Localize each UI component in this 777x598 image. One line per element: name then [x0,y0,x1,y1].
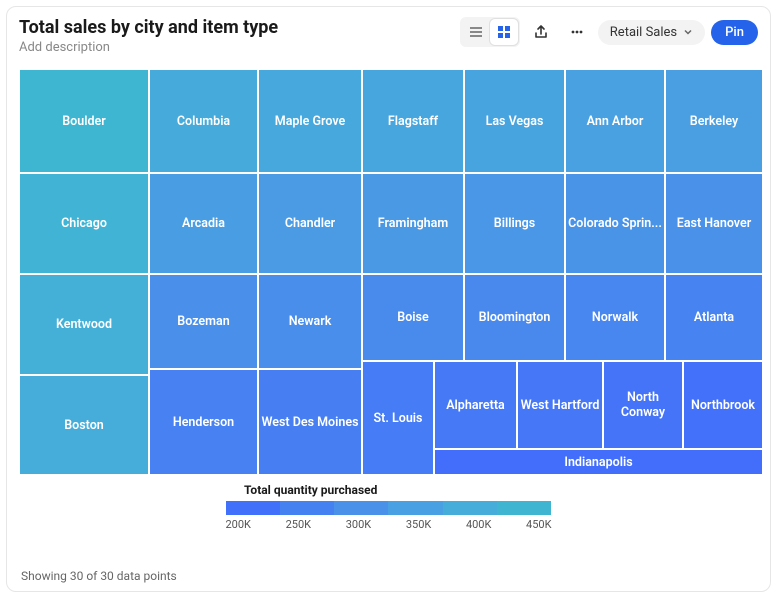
dropdown-label: Retail Sales [610,25,677,40]
treemap-cell[interactable]: Boston [19,375,149,475]
share-icon [533,24,549,40]
treemap-cell[interactable]: West Des Moines [258,369,362,475]
treemap-cell[interactable]: Framingham [362,173,464,274]
more-button[interactable] [562,17,592,47]
legend-segment [226,501,280,515]
chart-view-button[interactable] [490,19,518,45]
treemap-cell[interactable]: Norwalk [565,274,665,361]
legend-segment [388,501,442,515]
treemap-cell[interactable]: Alpharetta [434,361,517,449]
legend-ticks: 200K 250K 300K 350K 400K 450K [226,518,552,531]
more-icon [569,24,585,40]
treemap-cell[interactable]: Atlanta [665,274,763,361]
treemap-cell[interactable]: Maple Grove [258,69,362,173]
treemap-cell[interactable]: Kentwood [19,274,149,375]
legend-gradient [226,501,552,515]
legend-tick: 450K [526,518,551,531]
treemap-cell[interactable]: Newark [258,274,362,369]
legend-segment [334,501,388,515]
treemap-cell[interactable]: North Conway [603,361,683,449]
source-dropdown[interactable]: Retail Sales [598,20,705,45]
chevron-down-icon [683,27,693,37]
treemap-cell[interactable]: Billings [464,173,565,274]
treemap-chart: BoulderChicagoKentwoodBoston ColumbiaMapl… [19,69,763,475]
legend-segment [497,501,551,515]
treemap-cell[interactable]: Colorado Sprin... [565,173,665,274]
visualization-card: Total sales by city and item type Add de… [6,6,771,592]
table-icon [468,24,484,40]
legend-tick: 400K [466,518,491,531]
page-title: Total sales by city and item type [19,17,278,38]
legend-tick: 300K [346,518,371,531]
treemap-cell[interactable]: Berkeley [665,69,763,173]
description-input[interactable]: Add description [19,40,278,55]
treemap-cell[interactable]: East Hanover [665,173,763,274]
treemap-cell[interactable]: Bloomington [464,274,565,361]
treemap-cell[interactable]: Chandler [258,173,362,274]
legend-segment [280,501,334,515]
legend-title: Total quantity purchased [244,483,377,497]
treemap-cell[interactable]: Bozeman [149,274,258,369]
view-toggle-group [460,17,520,47]
treemap-cell[interactable]: Indianapolis [434,449,763,475]
legend: Total quantity purchased 200K 250K 300K 350… [19,483,758,531]
treemap-cell[interactable]: Northbrook [683,361,763,449]
treemap-cell[interactable]: Boulder [19,69,149,173]
treemap-cell[interactable]: St. Louis [362,361,434,475]
treemap-cell[interactable]: Ann Arbor [565,69,665,173]
legend-tick: 250K [286,518,311,531]
share-button[interactable] [526,17,556,47]
treemap-cell[interactable]: Las Vegas [464,69,565,173]
treemap-cell[interactable]: Columbia [149,69,258,173]
legend-tick: 200K [226,518,251,531]
toolbar: Retail Sales Pin [460,17,758,47]
header-row: Total sales by city and item type Add de… [19,17,758,55]
legend-tick: 350K [406,518,431,531]
treemap-cell[interactable]: West Hartford [517,361,603,449]
pin-button[interactable]: Pin [711,20,758,45]
title-block: Total sales by city and item type Add de… [19,17,278,55]
treemap-cell[interactable]: Henderson [149,369,258,475]
treemap-cell[interactable]: Boise [362,274,464,361]
treemap-cell[interactable]: Chicago [19,173,149,274]
chart-icon [496,24,512,40]
table-view-button[interactable] [462,19,490,45]
treemap-cell[interactable]: Flagstaff [362,69,464,173]
treemap-cell[interactable]: Arcadia [149,173,258,274]
footer-note: Showing 30 of 30 data points [21,569,177,583]
legend-segment [443,501,497,515]
